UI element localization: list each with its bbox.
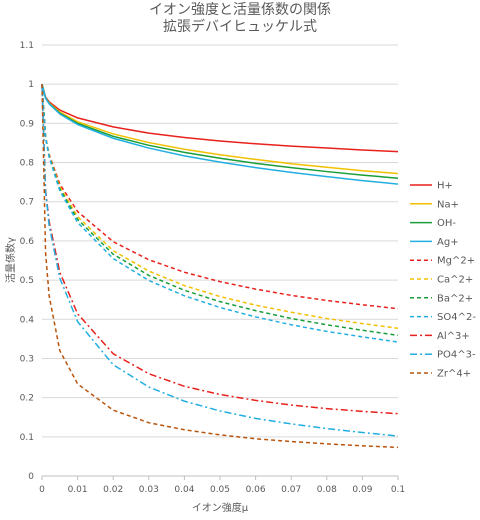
legend-label-6: Ba^2+ xyxy=(437,293,473,304)
y-tick-label: 0 xyxy=(28,472,34,482)
legend-label-0: H+ xyxy=(437,181,453,192)
x-tick-label: 0.02 xyxy=(103,485,123,495)
y-tick-label: 1 xyxy=(28,80,34,90)
y-tick-label: 0.2 xyxy=(20,394,34,404)
series-line-5 xyxy=(41,84,399,330)
y-axis-title: 活量係数γ xyxy=(4,237,17,283)
legend-label-3: Ag+ xyxy=(437,237,459,248)
legend-label-9: PO4^3- xyxy=(437,350,476,361)
series-line-7 xyxy=(41,84,399,343)
x-tick-label: 0.01 xyxy=(68,485,88,495)
x-tick-label: 0.05 xyxy=(210,485,230,495)
x-tick-label: 0.07 xyxy=(281,485,301,495)
series-line-8 xyxy=(41,84,399,415)
y-tick-label: 0.1 xyxy=(20,433,34,443)
y-tick-label: 0.8 xyxy=(20,159,35,169)
x-tick-label: 0.08 xyxy=(317,485,337,495)
y-tick-label: 0.5 xyxy=(20,276,34,286)
legend-label-2: OH- xyxy=(437,218,456,229)
legend-label-10: Zr^4+ xyxy=(437,369,471,380)
x-tick-label: 0.04 xyxy=(174,485,194,495)
series-line-10 xyxy=(41,84,399,449)
y-tick-label: 1.1 xyxy=(20,41,34,51)
chart-title: イオン強度と活量係数の関係 xyxy=(149,2,331,18)
legend-label-5: Ca^2+ xyxy=(437,275,473,286)
series-line-1 xyxy=(41,83,399,175)
y-tick-label: 0.9 xyxy=(20,119,35,129)
y-tick-label: 0.6 xyxy=(20,237,35,247)
y-tick-label: 0.7 xyxy=(20,198,34,208)
legend-label-4: Mg^2+ xyxy=(437,256,475,267)
x-tick-label: 0.1 xyxy=(391,485,405,495)
legend-label-7: SO4^2- xyxy=(437,312,476,323)
series-line-4 xyxy=(41,84,399,310)
series-line-0 xyxy=(41,83,399,153)
legend-label-8: Al^3+ xyxy=(437,331,470,342)
x-tick-label: 0.03 xyxy=(139,485,159,495)
x-tick-label: 0.09 xyxy=(352,485,372,495)
x-tick-label: 0.06 xyxy=(246,485,266,495)
y-tick-label: 0.3 xyxy=(20,354,34,364)
chart-subtitle: 拡張デバイヒュッケル式 xyxy=(163,19,317,35)
series-line-9 xyxy=(41,84,399,437)
legend-label-1: Na+ xyxy=(437,199,459,210)
series-line-3 xyxy=(41,83,399,185)
x-axis-title: イオン強度μ xyxy=(192,501,249,514)
y-tick-label: 0.4 xyxy=(20,315,35,325)
x-tick-label: 0 xyxy=(39,485,45,495)
